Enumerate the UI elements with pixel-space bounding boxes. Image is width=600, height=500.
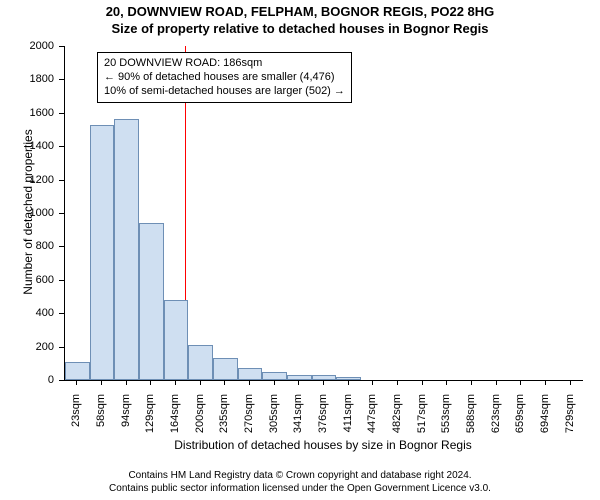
x-tick-label: 23sqm bbox=[70, 394, 82, 444]
x-tick-mark bbox=[372, 380, 373, 385]
x-tick-label: 482sqm bbox=[391, 394, 403, 444]
x-tick-label: 376sqm bbox=[317, 394, 329, 444]
y-tick-mark bbox=[59, 79, 64, 80]
histogram-bar bbox=[336, 377, 361, 380]
y-tick-label: 800 bbox=[0, 240, 54, 252]
histogram-bar bbox=[188, 345, 213, 380]
x-tick-mark bbox=[76, 380, 77, 385]
y-tick-mark bbox=[59, 246, 64, 247]
histogram-bar bbox=[213, 358, 238, 380]
x-tick-mark bbox=[200, 380, 201, 385]
plot-area: 20 DOWNVIEW ROAD: 186sqm ← 90% of detach… bbox=[64, 46, 583, 381]
x-tick-label: 623sqm bbox=[490, 394, 502, 444]
x-tick-label: 659sqm bbox=[514, 394, 526, 444]
y-tick-mark bbox=[59, 46, 64, 47]
y-tick-label: 400 bbox=[0, 307, 54, 319]
footer-line2: Contains public sector information licen… bbox=[0, 483, 600, 496]
x-tick-label: 200sqm bbox=[194, 394, 206, 444]
y-tick-label: 1800 bbox=[0, 73, 54, 85]
y-tick-mark bbox=[59, 113, 64, 114]
chart-container: 20, DOWNVIEW ROAD, FELPHAM, BOGNOR REGIS… bbox=[0, 0, 600, 500]
x-tick-mark bbox=[545, 380, 546, 385]
histogram-bar bbox=[262, 372, 287, 380]
x-tick-mark bbox=[397, 380, 398, 385]
y-tick-mark bbox=[59, 313, 64, 314]
histogram-bar bbox=[287, 375, 312, 380]
y-tick-label: 1600 bbox=[0, 107, 54, 119]
x-tick-mark bbox=[471, 380, 472, 385]
x-tick-label: 588sqm bbox=[465, 394, 477, 444]
x-tick-mark bbox=[175, 380, 176, 385]
x-tick-label: 341sqm bbox=[292, 394, 304, 444]
y-tick-mark bbox=[59, 280, 64, 281]
x-tick-label: 553sqm bbox=[440, 394, 452, 444]
annotation-line1: 20 DOWNVIEW ROAD: 186sqm bbox=[104, 57, 345, 71]
y-tick-mark bbox=[59, 180, 64, 181]
x-tick-mark bbox=[274, 380, 275, 385]
x-tick-label: 58sqm bbox=[95, 394, 107, 444]
x-tick-label: 729sqm bbox=[564, 394, 576, 444]
x-tick-label: 517sqm bbox=[416, 394, 428, 444]
x-tick-label: 305sqm bbox=[268, 394, 280, 444]
footer-line1: Contains HM Land Registry data © Crown c… bbox=[0, 470, 600, 483]
annotation-line3: 10% of semi-detached houses are larger (… bbox=[104, 85, 345, 99]
chart-title-line2: Size of property relative to detached ho… bbox=[0, 21, 600, 38]
histogram-bar bbox=[238, 368, 263, 380]
y-tick-mark bbox=[59, 380, 64, 381]
x-tick-mark bbox=[570, 380, 571, 385]
chart-title-line1: 20, DOWNVIEW ROAD, FELPHAM, BOGNOR REGIS… bbox=[0, 0, 600, 21]
annotation-line2: ← 90% of detached houses are smaller (4,… bbox=[104, 71, 345, 85]
histogram-bar bbox=[139, 223, 164, 380]
x-tick-mark bbox=[249, 380, 250, 385]
x-tick-label: 447sqm bbox=[366, 394, 378, 444]
x-tick-label: 235sqm bbox=[218, 394, 230, 444]
x-tick-label: 411sqm bbox=[342, 394, 354, 444]
y-tick-label: 2000 bbox=[0, 40, 54, 52]
x-tick-mark bbox=[126, 380, 127, 385]
footer-attribution: Contains HM Land Registry data © Crown c… bbox=[0, 470, 600, 495]
x-tick-label: 694sqm bbox=[539, 394, 551, 444]
y-tick-mark bbox=[59, 347, 64, 348]
x-tick-mark bbox=[224, 380, 225, 385]
x-tick-mark bbox=[348, 380, 349, 385]
y-tick-label: 200 bbox=[0, 341, 54, 353]
x-tick-mark bbox=[150, 380, 151, 385]
x-tick-mark bbox=[298, 380, 299, 385]
y-tick-label: 1200 bbox=[0, 174, 54, 186]
histogram-bar bbox=[164, 300, 189, 380]
histogram-bar bbox=[90, 125, 115, 381]
x-tick-label: 129sqm bbox=[144, 394, 156, 444]
x-tick-label: 164sqm bbox=[169, 394, 181, 444]
x-tick-mark bbox=[323, 380, 324, 385]
y-tick-label: 1400 bbox=[0, 140, 54, 152]
y-tick-label: 1000 bbox=[0, 207, 54, 219]
y-tick-mark bbox=[59, 213, 64, 214]
annotation-box: 20 DOWNVIEW ROAD: 186sqm ← 90% of detach… bbox=[97, 52, 352, 103]
y-tick-mark bbox=[59, 146, 64, 147]
histogram-bar bbox=[65, 362, 90, 380]
x-tick-label: 270sqm bbox=[243, 394, 255, 444]
x-tick-mark bbox=[520, 380, 521, 385]
x-tick-mark bbox=[496, 380, 497, 385]
x-tick-label: 94sqm bbox=[120, 394, 132, 444]
histogram-bar bbox=[114, 119, 139, 380]
x-tick-mark bbox=[422, 380, 423, 385]
x-tick-mark bbox=[446, 380, 447, 385]
y-tick-label: 0 bbox=[0, 374, 54, 386]
x-tick-mark bbox=[101, 380, 102, 385]
y-tick-label: 600 bbox=[0, 274, 54, 286]
